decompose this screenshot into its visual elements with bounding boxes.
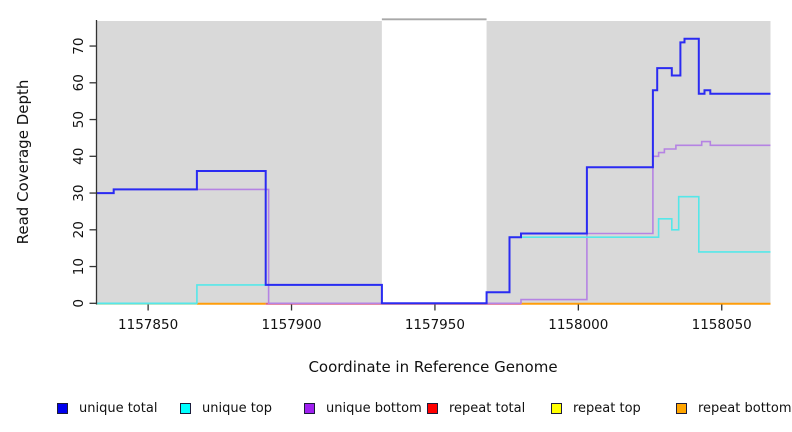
series-line-unique-total bbox=[96, 37, 771, 305]
legend-item-unique-total: unique total bbox=[57, 399, 157, 417]
legend-label-unique-top: unique top bbox=[202, 400, 273, 416]
legend-swatch-repeat-top bbox=[551, 402, 562, 414]
y-tick-label-60: 60 bbox=[71, 74, 87, 91]
y-axis-title: Read Coverage Depth bbox=[14, 80, 32, 245]
legend-swatch-unique-top bbox=[180, 402, 191, 414]
x-tick-label-1157850: 1157850 bbox=[118, 317, 178, 333]
y-tick-label-70: 70 bbox=[71, 38, 87, 55]
legend-swatch-repeat-total bbox=[427, 402, 438, 414]
legend-item-repeat-top: repeat top bbox=[551, 399, 641, 417]
y-tick-label-10: 10 bbox=[71, 258, 87, 275]
legend: unique total unique top unique bottom repea… bbox=[0, 399, 792, 421]
legend-label-unique-bottom: unique bottom bbox=[326, 400, 422, 416]
legend-item-unique-top: unique top bbox=[180, 399, 272, 417]
y-tick-label-30: 30 bbox=[71, 185, 87, 202]
legend-item-unique-bottom: unique bottom bbox=[304, 399, 422, 417]
x-tick-label-1158050: 1158050 bbox=[692, 317, 752, 333]
x-tick-label-1157950: 1157950 bbox=[405, 317, 465, 333]
legend-label-repeat-top: repeat top bbox=[573, 400, 641, 416]
legend-label-unique-total: unique total bbox=[79, 400, 158, 416]
legend-item-repeat-bottom: repeat bottom bbox=[676, 399, 792, 417]
masked-region bbox=[381, 21, 487, 305]
x-tick-label-1157900: 1157900 bbox=[261, 317, 321, 333]
legend-item-repeat-total: repeat total bbox=[427, 399, 525, 417]
legend-swatch-unique-bottom bbox=[304, 402, 315, 414]
y-tick-label-40: 40 bbox=[71, 148, 87, 165]
y-tick-label-20: 20 bbox=[71, 221, 87, 238]
x-tick-label-1158000: 1158000 bbox=[548, 317, 608, 333]
y-tick-label-0: 0 bbox=[71, 299, 87, 308]
legend-swatch-repeat-bottom bbox=[676, 402, 687, 414]
legend-label-repeat-total: repeat total bbox=[449, 400, 526, 416]
legend-label-repeat-bottom: repeat bottom bbox=[698, 400, 792, 416]
legend-swatch-unique-total bbox=[57, 402, 68, 414]
plot-layer: 0 10 20 30 40 50 60 70 1157850 1157900 1157950 1158… bbox=[71, 18, 771, 333]
x-axis-title: Coordinate in Reference Genome bbox=[308, 358, 557, 376]
series-line-unique-bottom bbox=[96, 140, 771, 305]
y-tick-label-50: 50 bbox=[71, 111, 87, 128]
